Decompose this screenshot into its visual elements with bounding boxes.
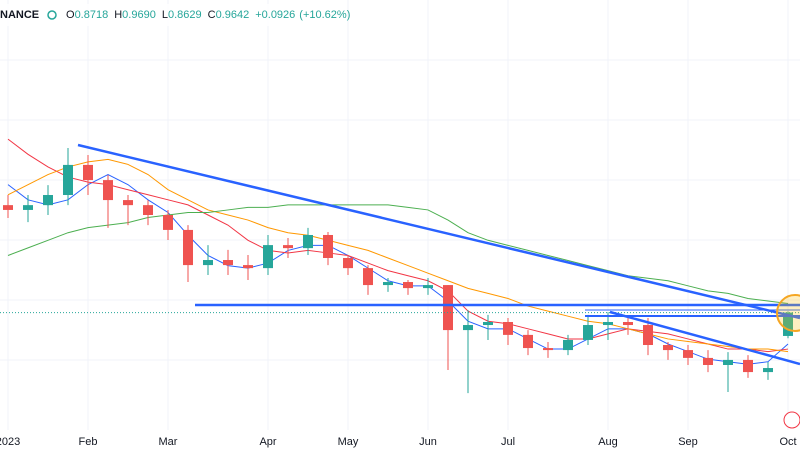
candle-body [703, 357, 713, 365]
candle-body [483, 321, 493, 326]
ohlc-value: 0.8629 [168, 9, 202, 21]
candle-body [103, 180, 113, 201]
candle-body [343, 258, 353, 269]
grid [0, 0, 800, 430]
trendline [77, 143, 800, 320]
x-tick-label: Feb [79, 436, 98, 448]
candle-body [43, 195, 53, 206]
candle-body [403, 282, 413, 289]
candle-body [263, 245, 273, 269]
symbol: NANCE [0, 9, 39, 21]
trendline [609, 310, 800, 366]
candle-body [683, 350, 693, 358]
candle-body [603, 321, 613, 326]
x-tick-label: May [338, 436, 359, 448]
candle-body [283, 245, 293, 249]
ohlc-value: 0.9690 [122, 9, 156, 21]
candle-body [523, 334, 533, 349]
candle-body [23, 205, 33, 210]
x-tick-label: Apr [259, 436, 276, 448]
candle-body [723, 359, 733, 365]
candle-body [83, 164, 93, 181]
ohlc-value: 0.8718 [75, 9, 109, 21]
candles [0, 147, 800, 394]
candle-body [123, 200, 133, 206]
x-tick-label: Aug [598, 436, 618, 448]
candle-body [363, 268, 373, 286]
candle-body [303, 234, 313, 249]
x-tick-label: 2023 [0, 436, 20, 448]
candle-body [583, 325, 593, 340]
ohlc-label: O [66, 9, 75, 21]
candle-body [223, 260, 233, 266]
candle-body [743, 359, 753, 373]
header-bg [0, 4, 320, 26]
change: +0.0926 [255, 9, 295, 21]
drawings [77, 143, 800, 366]
x-tick-label: Jul [501, 436, 515, 448]
x-tick-label: Mar [159, 436, 178, 448]
candle-body [623, 321, 633, 326]
candle-body [423, 285, 433, 289]
ohlc-label: C [208, 9, 216, 21]
status-dot [47, 10, 57, 20]
candle-body [203, 260, 213, 266]
candle-body [63, 164, 73, 196]
candle-body [143, 205, 153, 215]
highlight-circle [776, 294, 800, 332]
candle-body [3, 205, 13, 210]
x-axis: 2023 Feb Mar Apr May Jun Jul Aug Sep Oct [0, 436, 797, 448]
alert-button[interactable] [783, 411, 800, 429]
candle-body [643, 325, 653, 346]
candle-body [463, 325, 473, 331]
ma-line [7, 158, 789, 353]
ma-line [7, 204, 789, 305]
ohlc-label: H [114, 9, 122, 21]
candle-body [783, 312, 793, 336]
candle-body [183, 229, 193, 266]
x-tick-label: Oct [779, 436, 796, 448]
candle-body [543, 348, 553, 351]
candle-body [763, 368, 773, 373]
x-tick-label: Sep [678, 436, 698, 448]
candle-body [503, 321, 513, 335]
ma-line [7, 138, 789, 353]
candle-body [383, 282, 393, 286]
moving-averages [7, 138, 789, 365]
candle-body [443, 285, 453, 331]
candle-body [163, 215, 173, 230]
candle-body [663, 345, 673, 351]
change-pct: (+10.62%) [299, 9, 350, 21]
ohlc-legend: O0.8718 H0.9690 L0.8629 C0.9642 +0.0926 (+10.… [66, 9, 350, 21]
candle-body [323, 234, 333, 258]
x-tick-label: Jun [419, 436, 437, 448]
ohlc-label: L [162, 9, 168, 21]
candle-body [243, 265, 253, 269]
candle-body [563, 339, 573, 351]
ohlc-value: 0.9642 [216, 9, 250, 21]
